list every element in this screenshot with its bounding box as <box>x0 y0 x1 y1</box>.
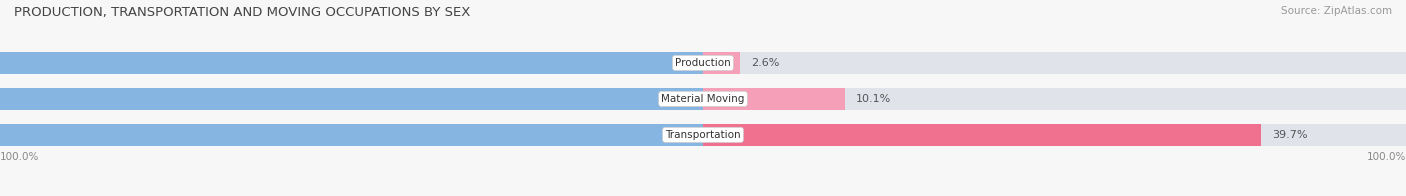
Text: Production: Production <box>675 58 731 68</box>
Text: 10.1%: 10.1% <box>856 94 891 104</box>
Text: Source: ZipAtlas.com: Source: ZipAtlas.com <box>1281 6 1392 16</box>
Text: PRODUCTION, TRANSPORTATION AND MOVING OCCUPATIONS BY SEX: PRODUCTION, TRANSPORTATION AND MOVING OC… <box>14 6 471 19</box>
Bar <box>703 124 1261 146</box>
Bar <box>0 124 703 146</box>
Text: 2.6%: 2.6% <box>751 58 779 68</box>
Bar <box>0 88 1406 110</box>
Bar <box>0 52 703 74</box>
Text: Material Moving: Material Moving <box>661 94 745 104</box>
Text: Transportation: Transportation <box>665 130 741 140</box>
Text: 100.0%: 100.0% <box>1367 152 1406 162</box>
Bar <box>0 124 1406 146</box>
Bar <box>703 88 845 110</box>
Bar <box>0 52 1406 74</box>
Bar <box>703 52 740 74</box>
Bar <box>0 88 703 110</box>
Text: 39.7%: 39.7% <box>1272 130 1308 140</box>
Text: 100.0%: 100.0% <box>0 152 39 162</box>
